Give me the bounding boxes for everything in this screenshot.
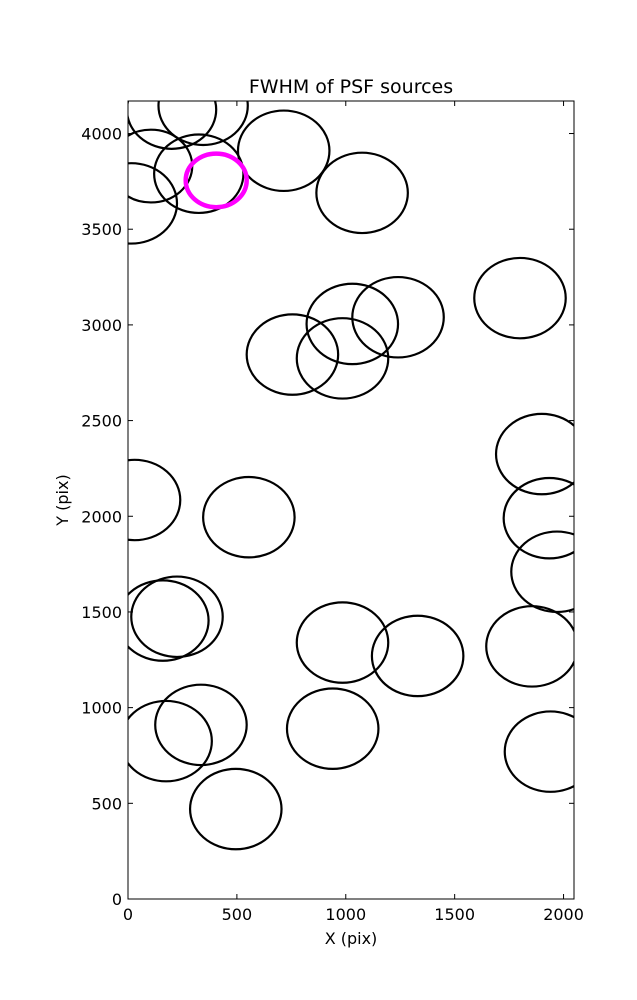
psf-source-15 [128, 458, 182, 542]
source-markers [128, 101, 574, 851]
x-tick-labels: 0 500 1000 1500 2000 [123, 905, 584, 924]
psf-source-25 [128, 699, 213, 783]
psf-source-11 [473, 256, 567, 340]
y-tick-label: 2000 [81, 507, 122, 526]
y-tick-label: 500 [91, 794, 122, 813]
psf-source-24 [154, 683, 248, 767]
psf-source-21 [295, 601, 390, 684]
psf-source-13 [295, 317, 390, 400]
y-axis-label: Y (pix) [53, 474, 72, 526]
x-tick-label: 2000 [543, 905, 584, 924]
axis-ticks [127, 101, 574, 900]
psf-source-14 [494, 412, 574, 496]
psf-source-17 [502, 476, 574, 560]
plot-frame [127, 100, 575, 900]
psf-source-12 [245, 313, 340, 396]
x-tick-label: 500 [222, 905, 253, 924]
y-tick-label: 0 [112, 890, 122, 909]
psf-source-28 [188, 767, 283, 851]
psf-source-20 [128, 579, 210, 662]
psf-source-16 [202, 475, 296, 559]
x-tick-label: 1500 [434, 905, 475, 924]
y-tick-label: 2500 [81, 412, 122, 431]
psf-source-1 [157, 101, 249, 147]
x-tick-label: 1000 [325, 905, 366, 924]
psf-source-26 [285, 687, 380, 770]
y-tick-label: 1000 [81, 699, 122, 718]
psf-source-10 [305, 282, 400, 366]
y-tick-label: 4000 [81, 125, 122, 144]
x-tick-label: 0 [123, 905, 133, 924]
psf-source-22 [370, 614, 465, 698]
y-tick-label: 1500 [81, 603, 122, 622]
psf-source-18 [510, 530, 574, 614]
y-tick-label: 3500 [81, 220, 122, 239]
chart-title: FWHM of PSF sources [249, 76, 453, 98]
psf-source-9 [351, 275, 445, 359]
psf-source-8 [315, 151, 409, 235]
psf-source-3 [236, 109, 331, 193]
psf-source-5 [153, 133, 245, 215]
psf-source-2 [128, 101, 218, 150]
psf-source-23 [485, 605, 574, 688]
y-tick-labels: 0 500 1000 1500 2000 2500 3000 3500 4000 [81, 125, 122, 909]
psf-source-27 [503, 710, 574, 793]
psf-source-7 [128, 162, 179, 245]
y-tick-label: 3000 [81, 316, 122, 335]
x-axis-label: X (pix) [325, 929, 378, 948]
psf-source-highlight [183, 151, 249, 210]
psf-source-19 [130, 575, 224, 659]
